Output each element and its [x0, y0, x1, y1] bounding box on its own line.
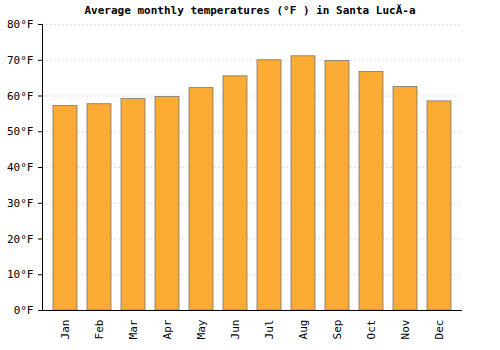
svg-text:Nov: Nov	[399, 319, 412, 339]
svg-text:80°F: 80°F	[7, 20, 34, 31]
svg-text:Apr: Apr	[161, 319, 174, 339]
svg-text:30°F: 30°F	[7, 197, 34, 210]
svg-text:Jan: Jan	[59, 320, 72, 340]
svg-text:Sep: Sep	[331, 320, 344, 340]
svg-text:0°F: 0°F	[14, 304, 34, 317]
html-text:Average monthly temperatures (: Average monthly temperatures (°F ) in Sa…	[84, 4, 416, 17]
svg-text:20°F: 20°F	[7, 233, 34, 246]
svg-text:70°F: 70°F	[7, 54, 34, 67]
svg-text:Jul: Jul	[263, 320, 276, 340]
svg-text:Oct: Oct	[365, 320, 378, 340]
svg-text:60°F: 60°F	[7, 90, 34, 103]
svg-text:May: May	[195, 319, 208, 339]
svg-text:Dec: Dec	[433, 320, 446, 340]
svg-text:Mar: Mar	[127, 319, 140, 339]
svg-text:50°F: 50°F	[7, 125, 34, 138]
svg-text:40°F: 40°F	[7, 161, 34, 174]
svg-text:Feb: Feb	[93, 320, 106, 340]
svg-text:Jun: Jun	[229, 320, 242, 340]
svg-text:Aug: Aug	[297, 320, 310, 340]
svg-text:10°F: 10°F	[7, 268, 34, 281]
